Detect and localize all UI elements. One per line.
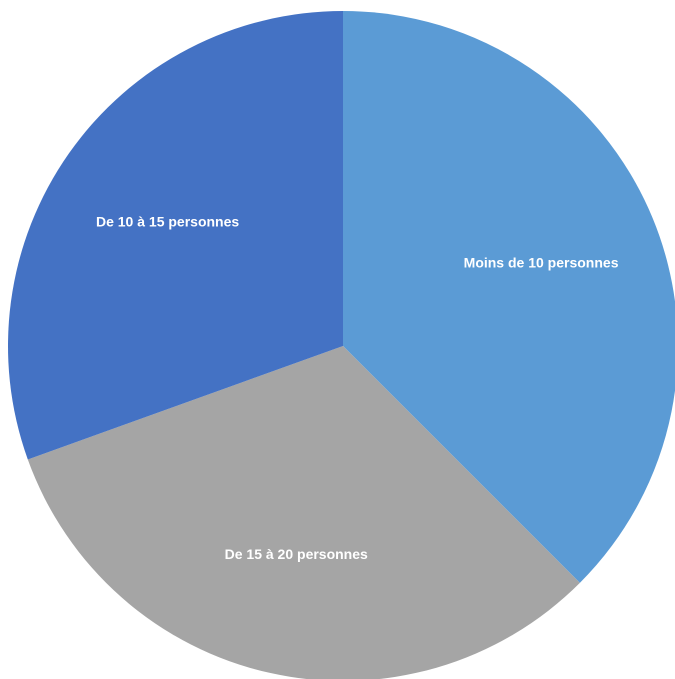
pie-slice-label-0: Moins de 10 personnes (464, 255, 619, 271)
pie-slice-label-2: De 10 à 15 personnes (96, 213, 239, 229)
pie-slice-label-1: De 15 à 20 personnes (225, 546, 368, 562)
pie-labels: Moins de 10 personnes De 15 à 20 personne… (96, 213, 619, 562)
pie-slices (7, 11, 675, 679)
pie-slice-2 (7, 11, 344, 460)
pie-slice-1 (27, 346, 580, 679)
pie-slice-0 (343, 11, 675, 583)
